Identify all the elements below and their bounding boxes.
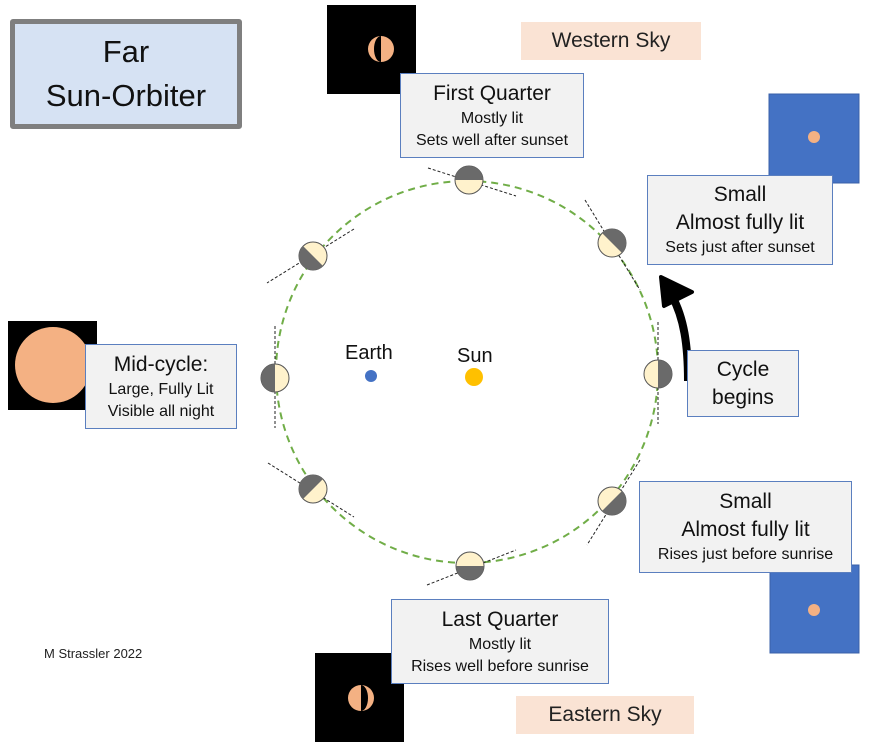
phase-marker-left [260, 326, 290, 428]
last-quarter-title: Last Quarter [441, 607, 559, 631]
arrowhead-icon [659, 275, 694, 308]
small-west-brightness: Almost fully lit [675, 211, 805, 234]
sky-view-west-small [768, 93, 860, 184]
earth-dot [365, 370, 377, 382]
first-quarter-label-box: First Quarter Mostly lit Sets well after… [400, 73, 584, 158]
cycle-direction-arrow [668, 294, 692, 382]
first-quarter-title: First Quarter [433, 81, 551, 105]
small-east-brightness: Almost fully lit [681, 518, 810, 541]
earth-label: Earth [345, 342, 393, 364]
cycle-begins-line-2: begins [712, 385, 774, 409]
mid-cycle-brightness: Large, Fully Lit [108, 380, 214, 398]
first-quarter-brightness: Mostly lit [460, 109, 524, 127]
phase-marker-lower-left [267, 462, 355, 518]
phase-marker-bottom [426, 549, 517, 586]
small-west-label-box: Small Almost fully lit Sets just after s… [647, 175, 833, 265]
sun-dot [465, 368, 483, 386]
sky-view-first-quarter [327, 5, 416, 94]
sun-label: Sun [457, 345, 493, 367]
phase-marker-lower-right [586, 459, 641, 546]
sky-view-east-small [769, 564, 860, 654]
phase-marker-upper-left [266, 228, 355, 284]
small-east-title: Small [719, 490, 772, 513]
title-line-2: Sun-Orbiter [45, 78, 207, 113]
phase-marker-upper-right [584, 199, 641, 291]
western-sky-label: Western Sky [521, 22, 701, 60]
sky-view-mid-cycle [8, 321, 97, 410]
first-quarter-visibility: Sets well after sunset [415, 131, 569, 149]
last-quarter-visibility: Rises well before sunrise [411, 657, 589, 675]
diagram-title: Far Sun-Orbiter [10, 19, 242, 129]
title-line-1: Far [102, 34, 150, 69]
small-west-visibility: Sets just after sunset [665, 239, 815, 256]
phase-marker-right [643, 322, 673, 424]
small-west-title: Small [713, 183, 767, 206]
mid-cycle-label-box: Mid-cycle: Large, Fully Lit Visible all … [85, 344, 237, 429]
cycle-begins-line-1: Cycle [716, 357, 770, 381]
mid-cycle-title: Mid-cycle: [113, 352, 209, 376]
sky-view-last-quarter [315, 653, 404, 742]
eastern-sky-label: Eastern Sky [516, 696, 694, 734]
mid-cycle-visibility: Visible all night [107, 402, 215, 420]
last-quarter-label-box: Last Quarter Mostly lit Rises well befor… [391, 599, 609, 684]
phase-marker-top [427, 165, 517, 197]
small-east-visibility: Rises just before sunrise [657, 546, 834, 563]
small-east-label-box: Small Almost fully lit Rises just before… [639, 481, 852, 573]
last-quarter-brightness: Mostly lit [468, 635, 532, 653]
author-credit: M Strassler 2022 [44, 646, 143, 661]
cycle-begins-label-box: Cycle begins [687, 350, 799, 417]
